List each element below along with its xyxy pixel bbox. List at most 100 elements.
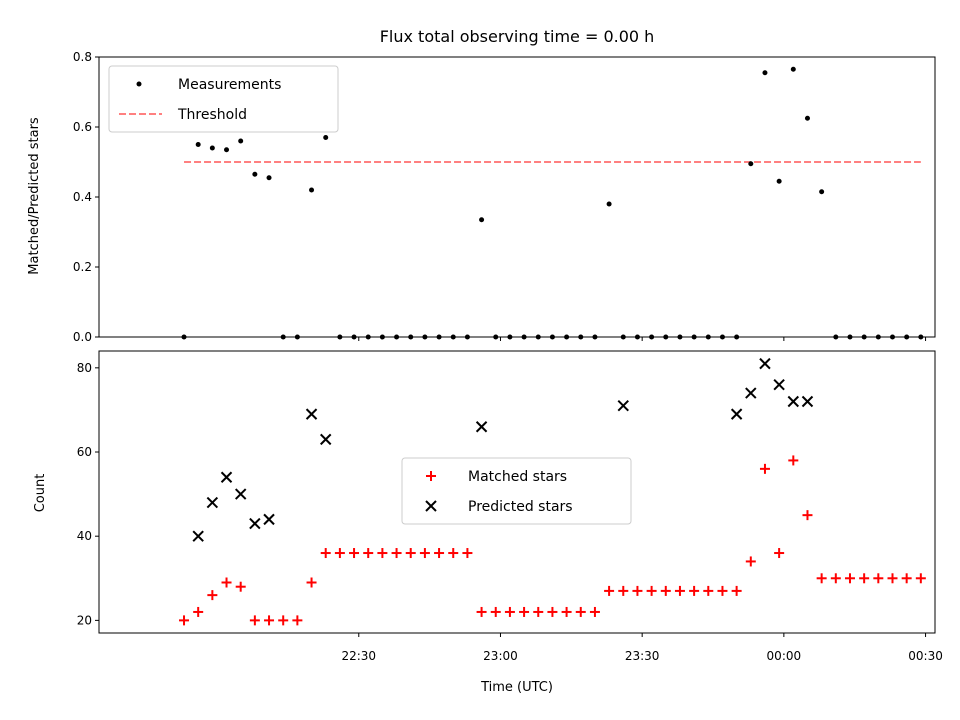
measurement-point [323, 135, 329, 140]
chart-title: Flux total observing time = 0.00 h [380, 27, 655, 46]
bottom-plot-area [179, 357, 926, 626]
measurement-point [790, 66, 796, 72]
matched-stars-point [462, 548, 473, 559]
top-y-tick-label: 0.2 [73, 260, 92, 274]
bottom-y-axis-label: Count [33, 474, 48, 513]
top-legend: Measurements Threshold [108, 65, 339, 133]
x-tick-label: 22:30 [341, 649, 376, 663]
predicted-x-b [263, 513, 275, 526]
top-y-tick-label: 0.8 [73, 50, 92, 64]
matched-stars-point [264, 615, 275, 626]
legend-matched-label: Matched stars [468, 469, 567, 485]
predicted-stars-point [320, 433, 332, 446]
bottom-y-tick-label: 60 [77, 445, 92, 459]
measurement-point [776, 178, 782, 184]
matched-stars-point [207, 590, 218, 601]
top-y-axis-label: Matched/Predicted stars [27, 117, 42, 275]
bottom-y-tick-label: 80 [77, 361, 92, 375]
measurement-point [762, 70, 768, 76]
matched-stars-point [490, 606, 501, 617]
matched-stars-point [504, 606, 515, 617]
predicted-stars-point [249, 517, 261, 530]
matched-stars-point [745, 556, 756, 567]
measurement-point [224, 147, 230, 153]
predicted-stars-point [745, 387, 757, 399]
predicted-x-b [801, 395, 814, 408]
measurement-point [252, 171, 258, 177]
measurement-point [748, 161, 754, 167]
matched-stars-point [476, 606, 487, 617]
bottom-y-tick-label: 40 [77, 529, 92, 543]
predicted-x-b [730, 408, 743, 420]
matched-stars-point [179, 615, 190, 626]
predicted-x-b [249, 517, 261, 530]
legend-predicted-marker [425, 500, 437, 512]
x-tick-label: 23:30 [625, 649, 660, 663]
predicted-stars-point [305, 408, 318, 420]
predicted-stars-point [263, 513, 275, 526]
matched-stars-point [589, 606, 600, 617]
predicted-x-b [220, 471, 233, 483]
measurement-point [209, 145, 215, 151]
matched-stars-point [292, 615, 303, 626]
matched-stars-point [703, 585, 714, 596]
predicted-x-b [759, 357, 771, 370]
measurement-point [238, 138, 244, 144]
predicted-x-b [234, 488, 247, 500]
matched-stars-point [405, 548, 416, 559]
matched-stars-point [235, 581, 246, 592]
matched-stars-point [193, 606, 204, 617]
matched-stars-point [660, 585, 671, 596]
matched-stars-point [774, 548, 785, 559]
predicted-stars-point [801, 395, 814, 408]
bottom-legend: Matched stars Predicted stars [401, 457, 632, 525]
matched-stars-point [689, 585, 700, 596]
matched-stars-point [646, 585, 657, 596]
bottom-legend-box [401, 457, 632, 525]
matched-stars-point [887, 573, 898, 584]
matched-stars-point [306, 577, 317, 588]
matched-stars-point [674, 585, 685, 596]
predicted-x-b [305, 408, 318, 420]
x-axis-label: Time (UTC) [480, 680, 553, 695]
predicted-x-b [475, 421, 488, 433]
legend-predicted-label: Predicted stars [468, 499, 573, 515]
predicted-stars-point [773, 378, 785, 391]
matched-stars-point [802, 510, 813, 521]
matched-stars-point [349, 548, 360, 559]
measurement-point [819, 189, 825, 195]
predicted-stars-point [192, 530, 204, 542]
measurement-point [479, 217, 485, 223]
predicted-stars-point [220, 471, 233, 483]
top-y-tick-label: 0.0 [73, 330, 92, 344]
x-tick-label: 00:00 [767, 649, 802, 663]
predicted-x-b [192, 530, 204, 542]
top-panel: Flux total observing time = 0.00 h Match… [27, 27, 936, 340]
bottom-axes-frame [98, 350, 936, 634]
matched-stars-point [391, 548, 402, 559]
top-y-tick-label: 0.4 [73, 190, 92, 204]
predicted-stars-point [617, 400, 629, 412]
predicted-stars-point [787, 395, 800, 408]
matched-stars-point [901, 573, 912, 584]
matched-stars-point [320, 548, 331, 559]
measurement-point [195, 142, 201, 147]
legend-threshold-label: Threshold [177, 107, 247, 123]
matched-stars-point [618, 585, 629, 596]
predicted-stars-point [206, 496, 219, 509]
top-y-tick-label: 0.6 [73, 120, 92, 134]
bottom-panel: Count Time (UTC) Matched stars Predicted… [33, 350, 936, 695]
measurement-point [309, 187, 315, 193]
matched-stars-point [249, 615, 260, 626]
matched-stars-point [632, 585, 643, 596]
predicted-stars-point [475, 421, 488, 433]
matched-stars-point [561, 606, 572, 617]
matched-stars-point [334, 548, 345, 559]
matched-stars-point [759, 463, 770, 474]
matched-stars-point [830, 573, 841, 584]
matched-stars-point [717, 585, 728, 596]
matched-stars-point [604, 585, 615, 596]
matched-stars-point [363, 548, 374, 559]
matched-stars-point [915, 573, 926, 584]
